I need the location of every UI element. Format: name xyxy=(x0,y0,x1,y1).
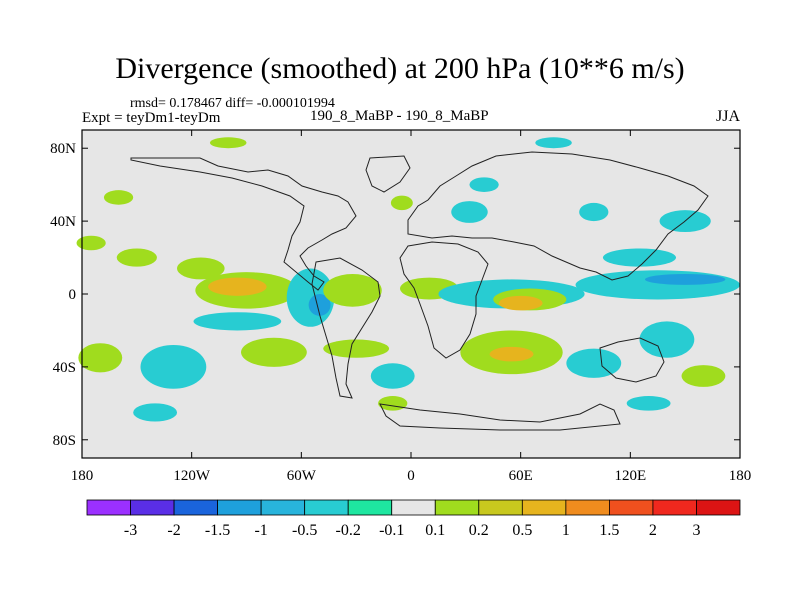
colorbar-swatch-4 xyxy=(260,499,306,516)
contour-regions xyxy=(76,137,740,422)
experiment-label: Expt = teyDm1-teyDm xyxy=(82,110,221,126)
contour-region-1 xyxy=(116,248,157,267)
contour-region-36 xyxy=(626,396,671,411)
contour-region-13 xyxy=(575,270,740,300)
coastline-south-america xyxy=(311,257,381,399)
stats-line: rmsd= 0.178467 diff= -0.000101994 xyxy=(130,96,335,111)
contour-region-14 xyxy=(644,273,726,285)
colorbar-label-3: -1 xyxy=(254,522,267,539)
colorbar-label-10: 1 xyxy=(562,522,570,539)
contour-region-24 xyxy=(140,345,207,389)
x-tick-label-0: 180 xyxy=(71,468,94,484)
colorbar-label-8: 0.2 xyxy=(469,522,489,539)
contour-region-5 xyxy=(193,312,282,331)
colorbar-swatch-8 xyxy=(434,499,480,516)
colorbar-label-12: 2 xyxy=(649,522,657,539)
contour-region-20 xyxy=(390,195,413,211)
contour-region-7 xyxy=(308,294,331,316)
colorbar-label-9: 0.5 xyxy=(512,522,532,539)
colorbar-swatch-14 xyxy=(696,499,741,516)
contour-region-31 xyxy=(566,348,622,378)
contour-region-21 xyxy=(469,177,499,192)
contour-region-19 xyxy=(103,190,134,205)
colorbar-label-13: 3 xyxy=(692,522,700,539)
contour-region-17 xyxy=(451,201,488,223)
contour-region-26 xyxy=(241,337,307,367)
contour-region-18 xyxy=(579,202,609,222)
contour-region-0 xyxy=(177,257,225,280)
coastlines xyxy=(130,151,709,431)
y-tick-label-1: 40N xyxy=(50,214,76,230)
y-tick-label-3: 40S xyxy=(53,360,76,376)
colorbar-label-2: -1.5 xyxy=(205,522,230,539)
contour-region-33 xyxy=(681,365,726,387)
colorbar-label-5: -0.2 xyxy=(336,522,361,539)
contour-region-2 xyxy=(76,235,106,251)
colorbar: -3 -2 -1.5 -1 -0.5 -0.2 -0.1 0.1 0.2 0.5 1 1.5 2 3 xyxy=(86,499,741,539)
colorbar-swatch-3 xyxy=(217,499,262,516)
colorbar-swatch-6 xyxy=(347,499,393,516)
case-label: 190_8_MaBP - 190_8_MaBP xyxy=(310,108,489,124)
y-tick-label-4: 80S xyxy=(53,433,76,449)
colorbar-label-7: 0.1 xyxy=(425,522,445,539)
y-axis: 80N 40N 0 40S 80S xyxy=(50,141,740,449)
contour-region-34 xyxy=(133,403,178,422)
colorbar-swatch-7 xyxy=(391,499,436,516)
colorbar-swatch-5 xyxy=(304,499,349,516)
season-label: JJA xyxy=(716,108,741,125)
contour-region-8 xyxy=(323,273,382,307)
contour-region-27 xyxy=(323,339,390,358)
x-tick-label-4: 60E xyxy=(509,468,533,484)
x-tick-label-3: 0 xyxy=(407,468,415,484)
x-axis: 180 120W 60W 0 60E 120E 180 xyxy=(71,130,752,484)
colorbar-label-4: -0.5 xyxy=(292,522,317,539)
contour-region-12 xyxy=(498,295,543,311)
coastline-australia xyxy=(599,337,665,383)
chart-title: Divergence (smoothed) at 200 hPa (10**6 … xyxy=(115,52,685,85)
contour-region-30 xyxy=(489,346,534,362)
coastline-greenland xyxy=(365,155,411,193)
colorbar-swatch-10 xyxy=(521,499,567,516)
colorbar-swatch-2 xyxy=(173,499,218,516)
coastline-antarctica xyxy=(379,403,621,431)
colorbar-swatch-0 xyxy=(86,499,131,516)
colorbar-label-0: -3 xyxy=(124,522,137,539)
colorbar-swatch-9 xyxy=(478,499,523,516)
colorbar-swatch-1 xyxy=(130,499,175,516)
contour-region-23 xyxy=(535,137,572,149)
contour-region-32 xyxy=(639,321,695,358)
coastline-eurasia xyxy=(407,151,709,281)
y-tick-label-2: 0 xyxy=(69,287,77,303)
contour-region-25 xyxy=(78,343,123,373)
contour-region-15 xyxy=(602,248,677,267)
colorbar-swatch-11 xyxy=(565,499,610,516)
y-tick-label-0: 80N xyxy=(50,141,76,157)
x-tick-label-1: 120W xyxy=(173,468,211,484)
coastline-north-america xyxy=(130,157,357,291)
colorbar-swatch-13 xyxy=(652,499,697,516)
colorbar-label-1: -2 xyxy=(167,522,180,539)
coastline-africa xyxy=(399,241,489,359)
x-tick-label-6: 180 xyxy=(729,468,752,484)
colorbar-label-6: -0.1 xyxy=(379,522,404,539)
contour-region-28 xyxy=(370,363,415,389)
contour-region-4 xyxy=(208,277,267,296)
contour-region-22 xyxy=(209,137,247,149)
colorbar-label-11: 1.5 xyxy=(599,522,619,539)
x-tick-label-2: 60W xyxy=(287,468,317,484)
colorbar-swatch-12 xyxy=(609,499,654,516)
x-tick-label-5: 120E xyxy=(614,468,646,484)
